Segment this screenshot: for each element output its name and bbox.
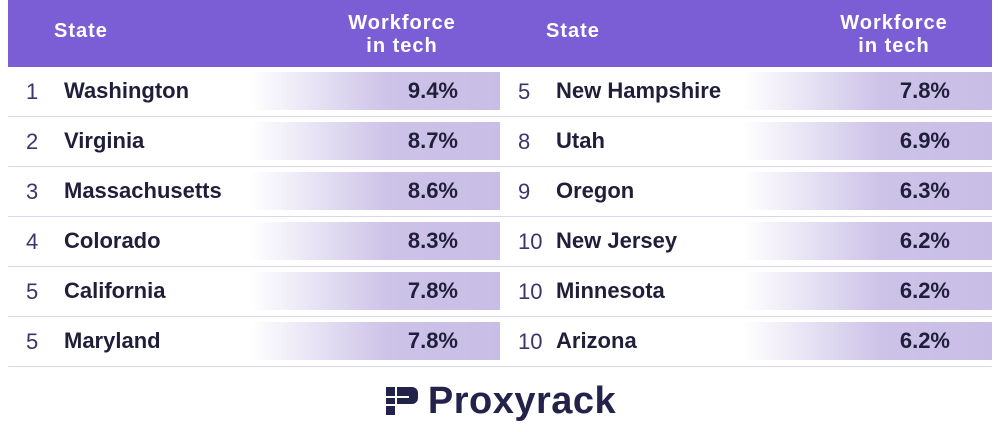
value-bar: [250, 172, 500, 210]
state-name: Oregon: [556, 178, 635, 203]
value-bar: [742, 222, 992, 260]
workforce-value: 6.2%: [899, 328, 950, 353]
state-name: California: [64, 278, 166, 303]
value-bar: [250, 322, 500, 360]
proxyrack-logo-icon: [385, 387, 418, 415]
right-table: State Workforce in tech 5 New Hampshire …: [500, 0, 992, 367]
state-name: Colorado: [64, 228, 161, 253]
workforce-value: 6.3%: [899, 178, 950, 203]
table-row: 9 Oregon 6.3%: [500, 167, 992, 217]
table-row: 1 Washington 9.4%: [8, 67, 500, 117]
rank: 10: [518, 329, 543, 354]
rank: 5: [26, 329, 39, 354]
workforce-value: 8.7%: [407, 128, 458, 153]
workforce-value: 6.9%: [899, 128, 950, 153]
workforce-value: 8.6%: [407, 178, 458, 203]
brand-logo: Proxyrack: [0, 374, 1000, 428]
value-bar: [250, 122, 500, 160]
rank: 3: [26, 179, 39, 204]
workforce-column-header: Workforce in tech: [332, 12, 472, 58]
workforce-value: 7.8%: [899, 78, 950, 103]
table-row: 10 Arizona 6.2%: [500, 317, 992, 367]
workforce-value: 8.3%: [407, 228, 458, 253]
rank: 9: [518, 179, 531, 204]
state-name: Washington: [64, 78, 190, 103]
state-name: Arizona: [556, 328, 637, 353]
workforce-column-header: Workforce in tech: [824, 12, 964, 58]
workforce-value: 7.8%: [407, 328, 458, 353]
table-row: 4 Colorado 8.3%: [8, 217, 500, 267]
rank: 8: [518, 129, 531, 154]
rank: 10: [518, 279, 543, 304]
table-row: 5 New Hampshire 7.8%: [500, 67, 992, 117]
table-row: 5 Maryland 7.8%: [8, 317, 500, 367]
table-row: 10 Minnesota 6.2%: [500, 267, 992, 317]
state-column-header: State: [546, 20, 600, 42]
state-name: New Hampshire: [556, 78, 722, 103]
table-header: State Workforce in tech: [500, 0, 992, 67]
table-rows: 1 Washington 9.4% 2 Virginia 8.7% 3 Mass…: [8, 67, 500, 367]
left-table: State Workforce in tech 1 Washington 9.4…: [8, 0, 500, 367]
rank: 1: [26, 79, 39, 104]
workforce-value: 9.4%: [407, 78, 458, 103]
workforce-header-line2: in tech: [366, 35, 438, 57]
table-row: 2 Virginia 8.7%: [8, 117, 500, 167]
value-bar: [742, 322, 992, 360]
state-name: Virginia: [64, 128, 145, 153]
rank: 2: [26, 129, 39, 154]
value-bar: [742, 272, 992, 310]
state-name: New Jersey: [556, 228, 678, 253]
brand-name: Proxyrack: [427, 379, 617, 422]
state-name: Massachusetts: [64, 178, 222, 203]
workforce-value: 6.2%: [899, 278, 950, 303]
table-header: State Workforce in tech: [8, 0, 500, 67]
state-name: Utah: [556, 128, 605, 153]
table-row: 5 California 7.8%: [8, 267, 500, 317]
state-name: Minnesota: [556, 278, 665, 303]
workforce-value: 6.2%: [899, 228, 950, 253]
value-bar: [250, 72, 500, 110]
workforce-value: 7.8%: [407, 278, 458, 303]
state-column-header: State: [54, 20, 108, 42]
workforce-header-line1: Workforce: [348, 12, 456, 34]
rank: 5: [26, 279, 39, 304]
state-name: Maryland: [64, 328, 161, 353]
rank: 5: [518, 79, 531, 104]
value-bar: [742, 72, 992, 110]
table-row: 10 New Jersey 6.2%: [500, 217, 992, 267]
workforce-header-line2: in tech: [858, 35, 930, 57]
table-rows: 5 New Hampshire 7.8% 8 Utah 6.9% 9 Orego…: [500, 67, 992, 367]
workforce-header-line1: Workforce: [840, 12, 948, 34]
rank: 4: [26, 229, 39, 254]
value-bar: [250, 272, 500, 310]
table-row: 3 Massachusetts 8.6%: [8, 167, 500, 217]
table-row: 8 Utah 6.9%: [500, 117, 992, 167]
value-bar: [250, 222, 500, 260]
value-bar: [742, 122, 992, 160]
value-bar: [742, 172, 992, 210]
rank: 10: [518, 229, 543, 254]
